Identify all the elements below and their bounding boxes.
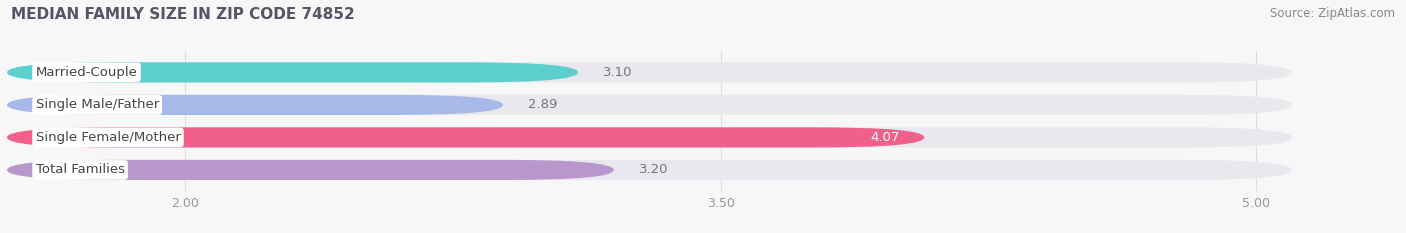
Text: Single Male/Father: Single Male/Father (35, 98, 159, 111)
Text: Married-Couple: Married-Couple (35, 66, 138, 79)
Text: MEDIAN FAMILY SIZE IN ZIP CODE 74852: MEDIAN FAMILY SIZE IN ZIP CODE 74852 (11, 7, 354, 22)
Text: Total Families: Total Families (35, 163, 125, 176)
Text: 3.10: 3.10 (603, 66, 633, 79)
Text: 4.07: 4.07 (870, 131, 900, 144)
FancyBboxPatch shape (7, 62, 578, 82)
Text: 3.20: 3.20 (638, 163, 668, 176)
FancyBboxPatch shape (7, 160, 614, 180)
FancyBboxPatch shape (7, 127, 924, 147)
Text: Source: ZipAtlas.com: Source: ZipAtlas.com (1270, 7, 1395, 20)
FancyBboxPatch shape (7, 95, 1292, 115)
Text: 2.89: 2.89 (529, 98, 558, 111)
FancyBboxPatch shape (7, 127, 1292, 147)
FancyBboxPatch shape (7, 62, 1292, 82)
FancyBboxPatch shape (7, 95, 503, 115)
FancyBboxPatch shape (7, 160, 1292, 180)
Text: Single Female/Mother: Single Female/Mother (35, 131, 180, 144)
